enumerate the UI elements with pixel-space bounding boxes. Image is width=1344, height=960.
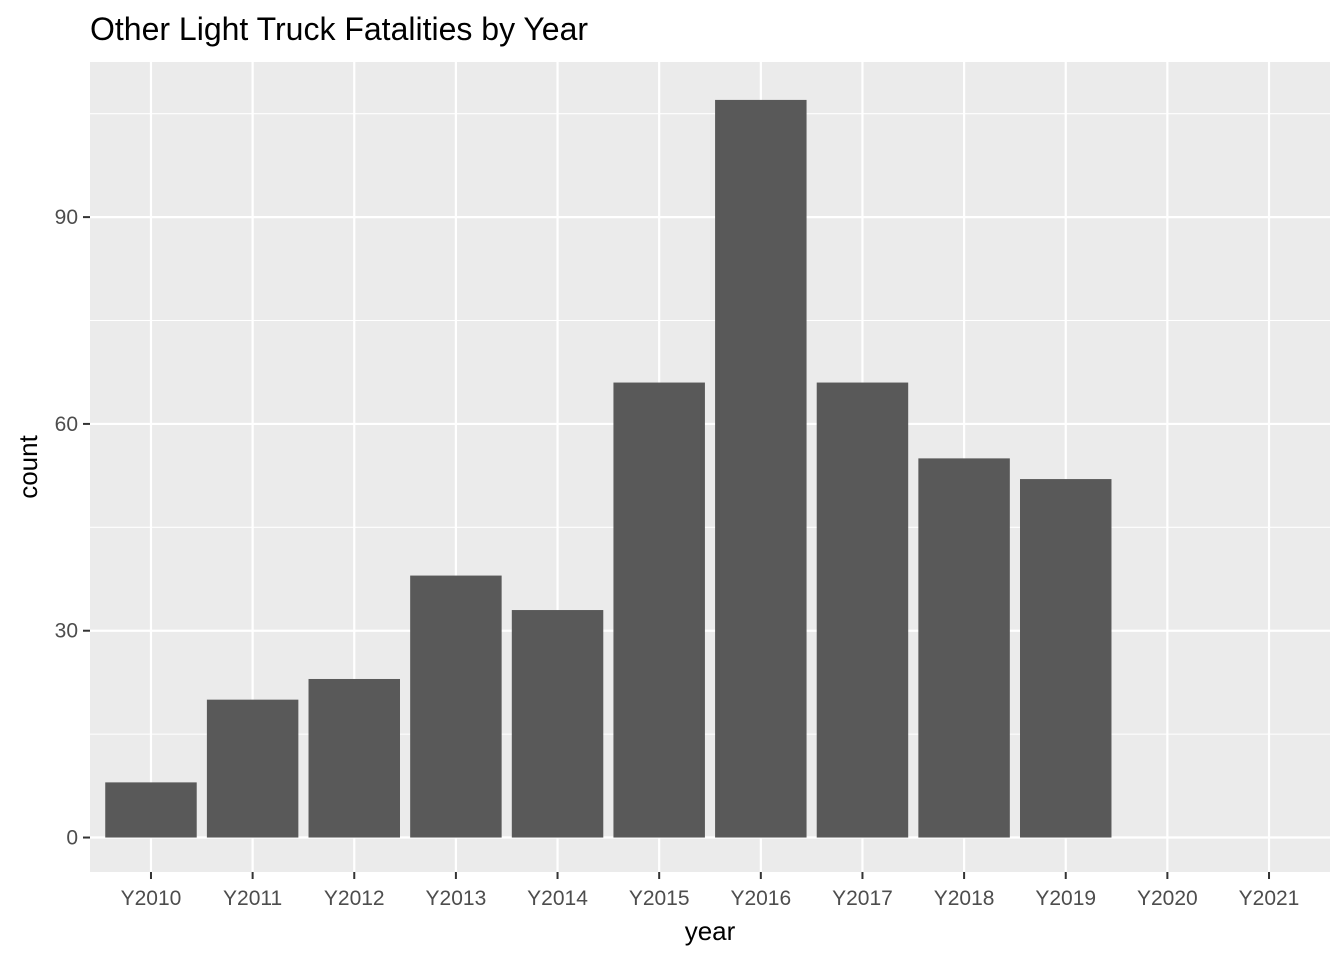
x-tick-label: Y2010 [121,887,182,910]
bar-y2013 [410,575,502,838]
bar-y2015 [613,382,705,838]
bar-y2017 [816,382,909,838]
y-axis: 0 30 60 90 [55,206,90,850]
bar-y2019 [1020,479,1112,838]
bar-y2011 [206,699,299,838]
x-tick-label: Y2018 [934,887,995,910]
x-tick-label: Y2015 [629,887,690,910]
x-tick-label: Y2013 [426,887,487,910]
y-tick-label: 90 [55,206,78,229]
bars [105,99,1112,838]
bar-y2018 [918,458,1010,838]
chart-title: Other Light Truck Fatalities by Year [90,11,588,47]
x-tick-label: Y2020 [1137,887,1198,910]
bar-y2012 [308,678,400,838]
x-tick-label: Y2014 [527,887,588,910]
x-tick-label: Y2019 [1035,887,1096,910]
y-axis-title: count [13,434,43,498]
x-tick-label: Y2021 [1239,887,1300,910]
x-axis: Y2010 Y2011 Y2012 Y2013 Y2014 Y2015 Y2016 Y2017… [121,872,1300,910]
x-tick-label: Y2012 [324,887,385,910]
y-tick-label: 60 [55,413,78,436]
y-tick-label: 0 [66,827,78,850]
x-tick-label: Y2011 [223,887,282,910]
bar-y2014 [511,610,604,838]
y-tick-label: 30 [55,620,78,643]
bar-y2010 [105,782,197,838]
x-tick-label: Y2016 [730,887,791,910]
x-tick-label: Y2017 [832,887,893,910]
bar-y2016 [715,99,807,838]
x-axis-title: year [685,916,736,946]
